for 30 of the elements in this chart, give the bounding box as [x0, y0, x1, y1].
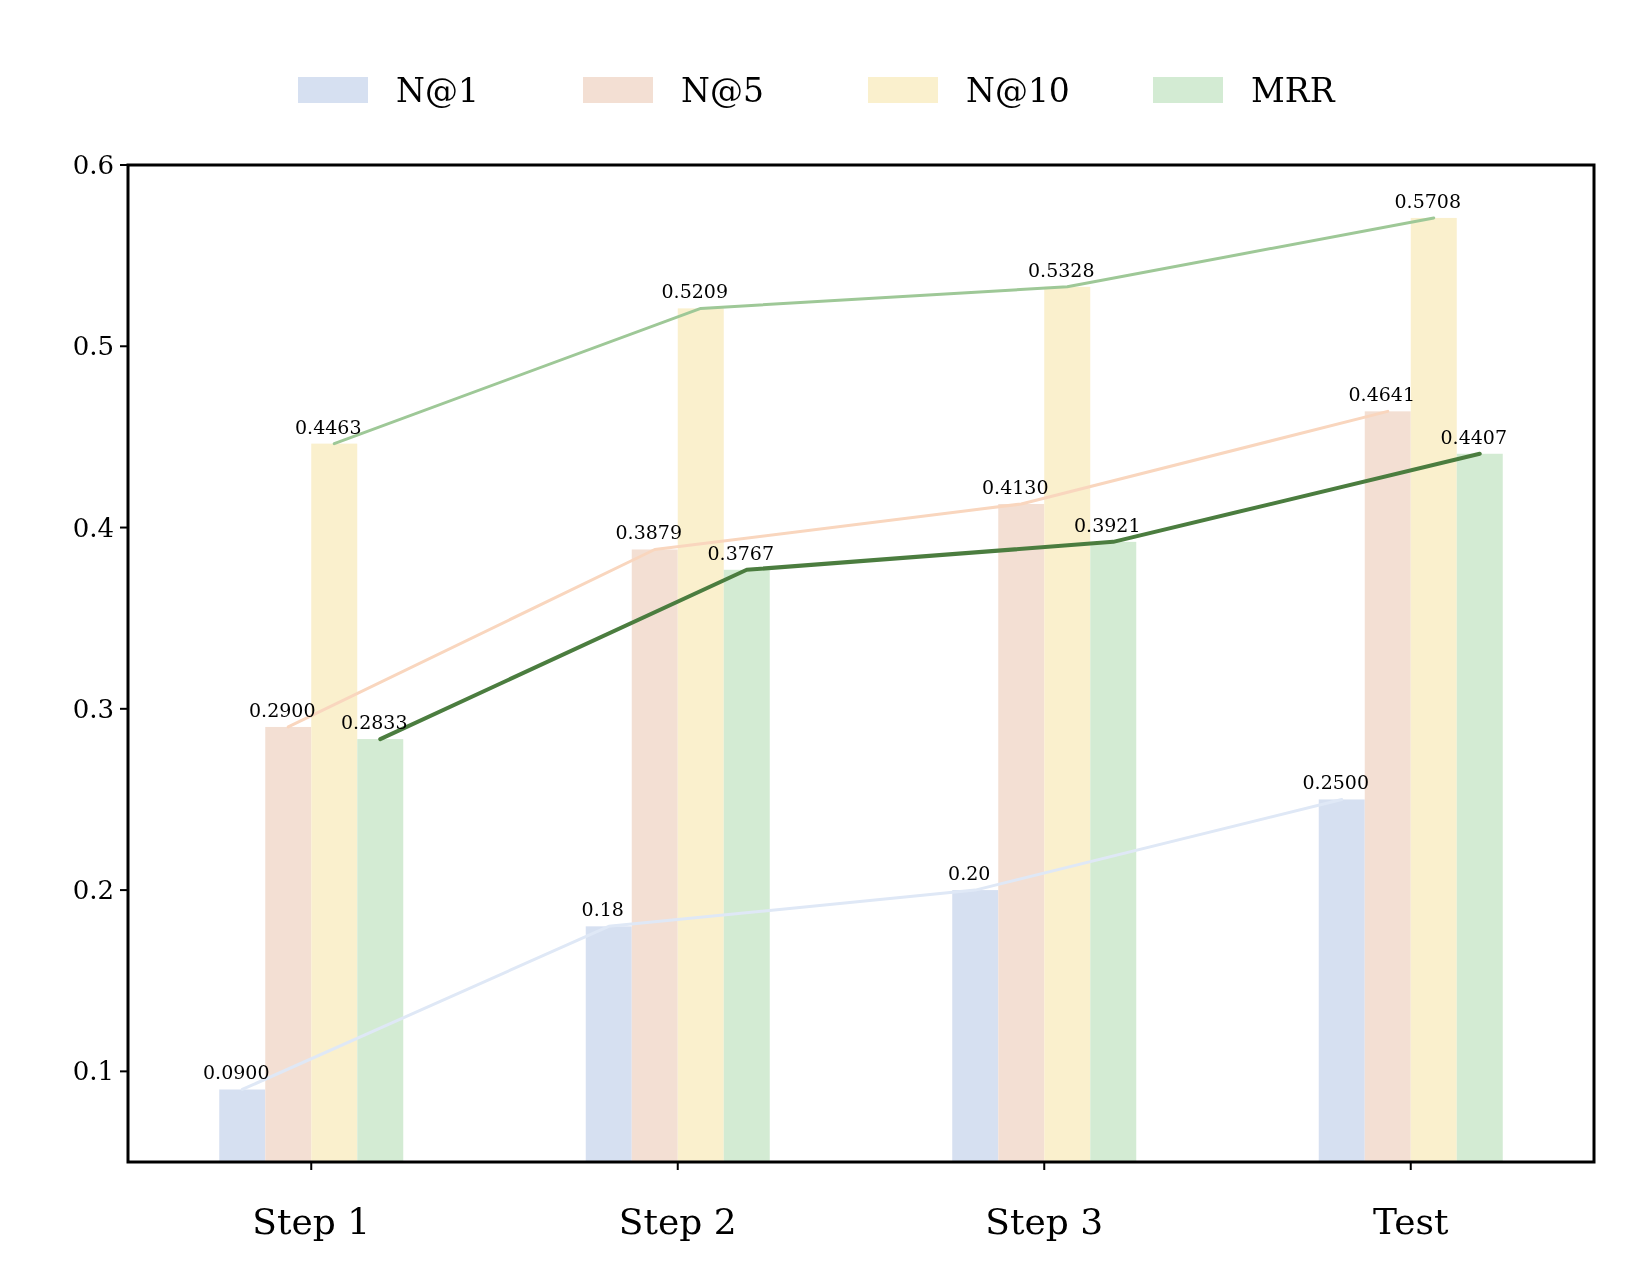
y-tick-label: 0.3 — [72, 693, 114, 724]
data-label: 0.2900 — [249, 698, 316, 721]
data-label: 0.4407 — [1440, 425, 1507, 448]
data-label: 0.3767 — [707, 541, 774, 564]
data-label: 0.3879 — [615, 521, 682, 544]
x-tick-label: Step 2 — [618, 1201, 737, 1242]
data-label: 0.5328 — [1028, 258, 1095, 281]
data-label: 0.5209 — [661, 280, 728, 303]
data-label: 0.20 — [948, 862, 991, 885]
legend-label: MRR — [1251, 70, 1336, 110]
x-tick-label: Step 3 — [985, 1201, 1104, 1242]
y-tick-label: 0.2 — [72, 875, 114, 906]
y-tick-label: 0.6 — [72, 150, 114, 181]
legend-label: N@5 — [681, 70, 764, 110]
data-label: 0.18 — [581, 898, 624, 921]
data-label: 0.2500 — [1302, 771, 1369, 794]
data-label: 0.4130 — [982, 475, 1049, 498]
y-tick-label: 0.5 — [72, 331, 114, 362]
data-label: 0.3921 — [1074, 513, 1141, 536]
data-label: 0.4641 — [1348, 383, 1415, 406]
y-tick-label: 0.4 — [72, 512, 114, 543]
x-tick-label: Step 1 — [252, 1201, 371, 1242]
data-label: 0.5708 — [1394, 189, 1461, 212]
legend-label: N@10 — [966, 70, 1070, 110]
data-label: 0.2833 — [341, 711, 408, 734]
y-tick-label: 0.1 — [72, 1056, 114, 1087]
data-label: 0.0900 — [203, 1061, 270, 1084]
x-tick-label: Test — [1373, 1201, 1450, 1242]
data-label: 0.4463 — [295, 415, 362, 438]
legend-label: N@1 — [396, 70, 479, 110]
